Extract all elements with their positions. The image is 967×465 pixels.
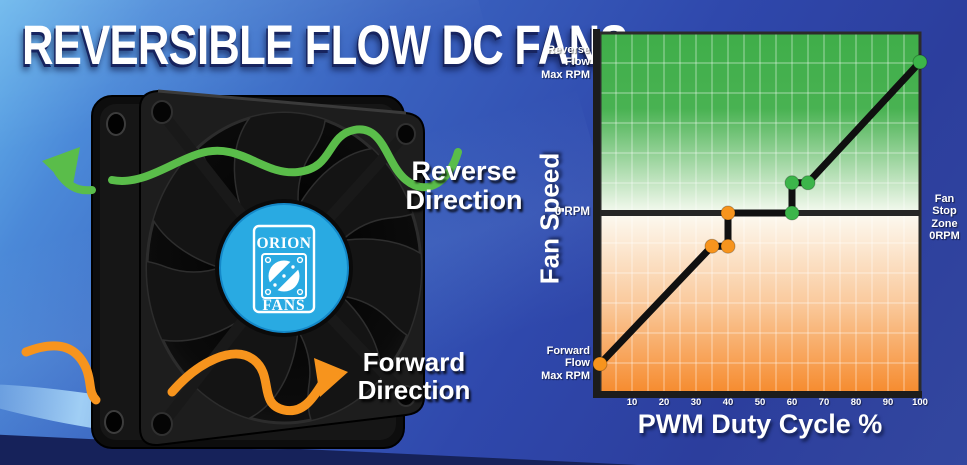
mounting-hole: [396, 123, 416, 145]
forward-flow-arrow: [21, 341, 348, 416]
data-point-forward: [720, 238, 736, 254]
y-label-reverse-max: Reverse Flow Max RPM: [541, 44, 590, 81]
fan-illustration: ORION FANS: [21, 89, 462, 449]
y-axis-bar: [593, 29, 600, 398]
x-axis-title: PWM Duty Cycle %: [637, 409, 883, 439]
y-label-forward-max: Forward Flow Max RPM: [541, 345, 590, 382]
reverse-direction-label: Reverse Direction: [405, 156, 523, 215]
data-point-forward: [720, 205, 736, 221]
data-point-reverse: [912, 54, 928, 70]
data-point-reverse: [800, 175, 816, 191]
reverse-arrowhead: [42, 147, 80, 190]
fan-stop-zone-label: Fan Stop Zone 0RPM: [929, 193, 960, 242]
forward-arrowhead: [314, 358, 348, 397]
data-points: [592, 54, 928, 372]
data-point-forward: [592, 356, 608, 372]
orion-logo: ORION FANS: [252, 224, 316, 314]
x-axis-bar: [593, 391, 922, 398]
logo-fans-text: FANS: [262, 297, 305, 314]
mounting-hole: [151, 100, 173, 124]
y-label-zero-rpm: 0 RPM: [554, 206, 590, 218]
mounting-hole: [106, 112, 126, 136]
forward-direction-label: Forward Direction: [357, 347, 471, 405]
plot-area: [592, 29, 928, 398]
logo-orion-text: ORION: [256, 235, 311, 252]
logo-fan-glyph: [261, 253, 307, 299]
reverse-flow-arrow: [42, 125, 462, 195]
fan-hub-group: ORION FANS: [215, 199, 353, 337]
data-point-reverse: [784, 175, 800, 191]
page-title: REVERSIBLE FLOW DC FANS: [22, 13, 629, 76]
mounting-hole: [151, 412, 173, 436]
mounting-hole: [104, 410, 124, 434]
pwm-speed-chart: Fan Speed PWM Duty Cycle % Reverse Flow …: [530, 25, 967, 462]
data-point-forward: [704, 238, 720, 254]
data-point-reverse: [784, 205, 800, 221]
mounting-hole: [396, 385, 416, 407]
